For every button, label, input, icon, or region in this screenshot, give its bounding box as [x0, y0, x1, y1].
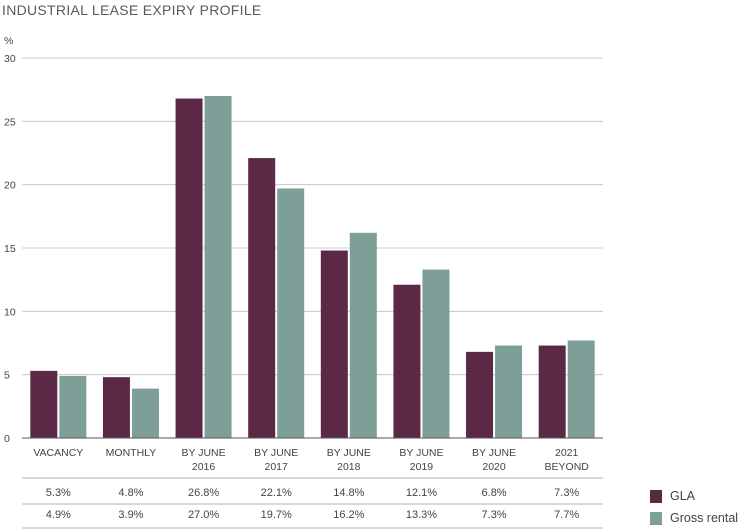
table-value-gla: 26.8%	[188, 487, 219, 499]
bar-gross-rental	[204, 96, 232, 438]
legend-label-gla: GLA	[670, 489, 696, 503]
legend-swatch-gla	[650, 489, 662, 503]
legend-label-gross-rental: Gross rental	[670, 511, 739, 525]
x-category-label: BEYOND	[545, 461, 590, 473]
x-category-label: MONTHLY	[106, 447, 157, 459]
x-category-label: 2017	[265, 461, 289, 473]
y-tick-label: 15	[4, 243, 16, 255]
table-value-gross-rental: 7.7%	[554, 509, 579, 521]
bar-gross-rental	[495, 345, 523, 438]
y-tick-label: 20	[4, 180, 16, 192]
x-category-label: BY JUNE	[254, 447, 298, 459]
bar-gla	[102, 377, 130, 438]
table-value-gross-rental: 19.7%	[261, 509, 292, 521]
table-value-gla: 4.8%	[118, 487, 143, 499]
x-category-label: VACANCY	[33, 447, 83, 459]
y-axis-unit-label: %	[4, 35, 13, 47]
table-value-gla: 12.1%	[406, 487, 437, 499]
bar-gla	[393, 284, 421, 438]
table-value-gross-rental: 7.3%	[482, 509, 507, 521]
y-tick-label: 10	[4, 306, 16, 318]
bar-gross-rental	[422, 269, 450, 438]
x-category-label: BY JUNE	[327, 447, 371, 459]
bar-gla	[320, 250, 348, 438]
y-tick-label: 5	[4, 370, 10, 382]
bar-gla	[175, 98, 203, 439]
x-category-label: 2020	[482, 461, 506, 473]
bar-gross-rental	[567, 340, 595, 438]
y-tick-label: 30	[4, 53, 16, 65]
table-value-gross-rental: 3.9%	[118, 509, 143, 521]
y-tick-label: 0	[4, 433, 10, 445]
x-category-label: 2021	[555, 447, 579, 459]
table-value-gross-rental: 16.2%	[333, 509, 364, 521]
bar-gross-rental	[59, 375, 87, 438]
chart-title: INDUSTRIAL LEASE EXPIRY PROFILE	[2, 2, 262, 18]
x-category-label: BY JUNE	[181, 447, 225, 459]
legend-item-gross-rental: Gross rental	[650, 511, 738, 525]
bar-gla	[466, 351, 494, 438]
table-value-gla: 14.8%	[333, 487, 364, 499]
bar-gla	[538, 345, 566, 438]
table-value-gross-rental: 4.9%	[46, 509, 71, 521]
x-category-label: BY JUNE	[472, 447, 516, 459]
x-category-label: BY JUNE	[399, 447, 443, 459]
bar-gla	[248, 158, 276, 439]
legend-swatch-gross-rental	[650, 511, 662, 525]
y-tick-label: 25	[4, 116, 16, 128]
bar-gross-rental	[277, 188, 305, 438]
x-category-label: 2016	[192, 461, 216, 473]
table-value-gla: 7.3%	[554, 487, 579, 499]
table-value-gross-rental: 13.3%	[406, 509, 437, 521]
x-category-label: 2019	[410, 461, 434, 473]
table-value-gross-rental: 27.0%	[188, 509, 219, 521]
table-value-gla: 22.1%	[261, 487, 292, 499]
table-value-gla: 6.8%	[482, 487, 507, 499]
legend-item-gla: GLA	[650, 489, 695, 503]
bar-gla	[30, 370, 58, 438]
bar-gross-rental	[349, 232, 377, 438]
table-value-gla: 5.3%	[46, 487, 71, 499]
bar-gross-rental	[131, 388, 159, 438]
x-category-label: 2018	[337, 461, 361, 473]
